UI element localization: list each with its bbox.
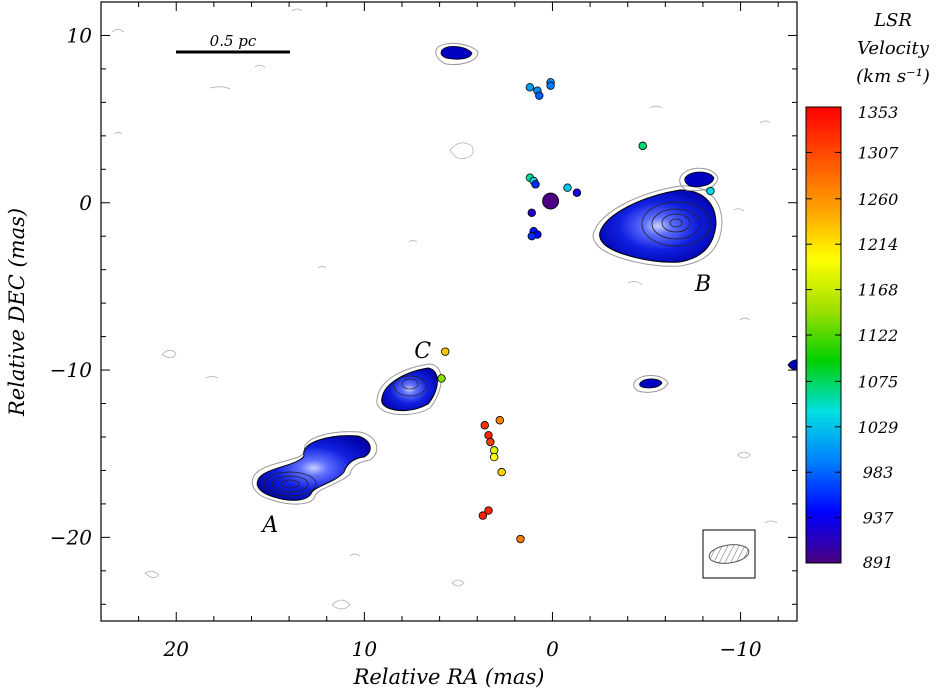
beam-ellipse [708, 544, 750, 564]
maser-spot [706, 186, 715, 196]
colorbar-tick-label: 1029 [858, 418, 899, 437]
maser-spot [563, 183, 572, 192]
maser-spot [486, 437, 495, 447]
y-tick-label: 10 [67, 23, 93, 47]
maser-spot [497, 467, 506, 477]
source-label-a: A [260, 513, 278, 538]
colorbar-tick-label: 1168 [858, 281, 899, 300]
colorbar-tick-label: 1214 [858, 235, 899, 254]
x-axis-title: Relative RA (mas) [353, 665, 545, 689]
noise-contours [111, 8, 778, 610]
maser-spot [572, 188, 582, 197]
y-tick-label: −20 [50, 525, 92, 549]
colorbar-tick-label: 1122 [858, 326, 899, 345]
maser-spot [527, 232, 536, 241]
maser-spot [535, 91, 544, 100]
maser-spot [484, 506, 493, 515]
maser-spot [542, 192, 559, 210]
colorbar-tick-label: 1260 [858, 190, 899, 209]
source-label-b: B [694, 272, 711, 297]
maser-spot [531, 180, 540, 189]
colorbar-ticks: 1353 1307 1260 1214 1168 1122 1075 1029 983 937 89… [806, 103, 899, 572]
maser-spot [546, 81, 555, 90]
colorbar: LSR Velocity (km s⁻¹) 1353 1307 1260 1214 11… [805, 10, 930, 572]
source-labels: A B C [260, 272, 711, 538]
colorbar-title-line-1: LSR [873, 10, 912, 31]
continuum-emission [251, 43, 797, 505]
maser-spot [489, 452, 499, 462]
colorbar-title-line-3: (km s⁻¹) [856, 66, 930, 87]
maser-spot [527, 208, 536, 217]
x-tick-label: 20 [163, 637, 190, 661]
maser-spot [437, 374, 446, 383]
colorbar-tick-label: 937 [863, 509, 894, 528]
tick-labels: 20 10 0 −10 10 0 −10 −20 [50, 23, 762, 661]
maser-spot [480, 421, 489, 430]
maser-spot [478, 511, 488, 520]
colorbar-tick-label: 983 [863, 463, 894, 482]
maser-spot [441, 347, 450, 356]
x-tick-label: 10 [352, 637, 378, 661]
y-axis-title: Relative DEC (mas) [5, 208, 29, 417]
maser-spot [638, 141, 647, 151]
colorbar-tick-label: 1353 [858, 103, 899, 122]
maser-spots [437, 78, 715, 544]
maser-spot [495, 416, 504, 425]
y-tick-label: 0 [79, 191, 92, 215]
colorbar-title-line-2: Velocity [857, 38, 930, 59]
x-tick-label: −10 [719, 637, 761, 661]
plot-frame [100, 1, 798, 622]
x-tick-label: 0 [546, 637, 559, 661]
maser-spot [516, 534, 525, 544]
maser-spot [525, 83, 535, 92]
y-tick-label: −10 [50, 358, 92, 382]
scale-bar-label: 0.5 pc [210, 32, 257, 50]
colorbar-tick-label: 1075 [858, 372, 899, 391]
colorbar-tick-label: 891 [863, 553, 894, 572]
source-label-c: C [414, 339, 431, 364]
colorbar-tick-label: 1307 [858, 143, 900, 162]
axis-ticks [100, 1, 797, 621]
